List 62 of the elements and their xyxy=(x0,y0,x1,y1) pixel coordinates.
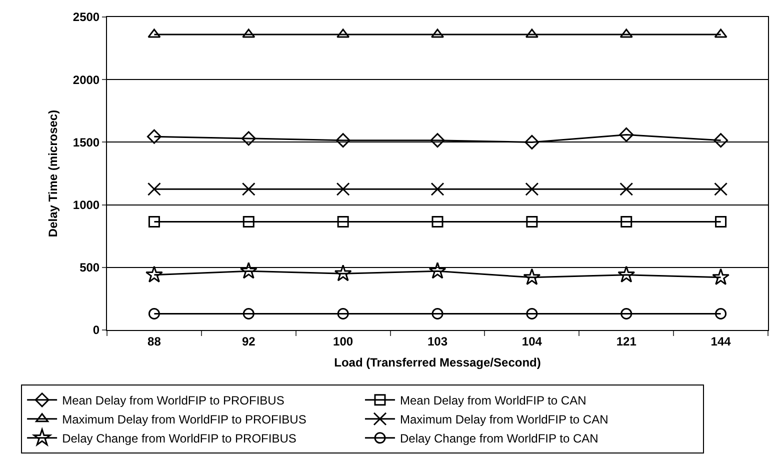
point xyxy=(620,28,633,38)
y-tick-label: 0 xyxy=(92,323,100,338)
point xyxy=(714,28,728,38)
point xyxy=(618,266,636,282)
y-tick-label: 500 xyxy=(80,260,100,275)
x-tick-label: 144 xyxy=(710,334,732,348)
point xyxy=(147,182,161,196)
point xyxy=(148,216,160,228)
legend-label: Maximum Delay from WorldFIP to CAN xyxy=(400,412,608,427)
legend-label: Mean Delay from WorldFIP to PROFIBUS xyxy=(62,394,284,408)
y-axis-title: Delay Time (microsec) xyxy=(46,110,60,238)
point xyxy=(715,308,727,320)
point xyxy=(240,262,258,279)
y-tick-label: 1500 xyxy=(72,135,100,150)
point xyxy=(242,28,256,38)
point xyxy=(242,216,254,228)
point xyxy=(526,308,538,320)
point xyxy=(430,133,445,148)
point xyxy=(620,182,634,196)
x-tick-label: 92 xyxy=(242,334,256,348)
point xyxy=(148,28,161,38)
point xyxy=(525,182,539,196)
point xyxy=(148,308,160,320)
point xyxy=(714,133,728,148)
point xyxy=(432,308,444,320)
legend-label: Delay Change from WorldFIP to PROFIBUS xyxy=(62,432,296,446)
point xyxy=(337,216,349,228)
x-tick-label: 100 xyxy=(333,334,354,348)
point xyxy=(524,134,540,150)
legend-label: Delay Change from WorldFIP to CAN xyxy=(400,432,598,446)
point xyxy=(523,268,541,285)
point xyxy=(619,127,634,142)
x-tick-label: 103 xyxy=(427,334,448,348)
point xyxy=(337,308,349,320)
point xyxy=(241,131,256,146)
point xyxy=(432,216,444,228)
point xyxy=(146,129,162,144)
point xyxy=(242,182,256,196)
point xyxy=(336,28,350,38)
point xyxy=(715,216,727,228)
legend-label: Mean Delay from WorldFIP to CAN xyxy=(400,394,586,408)
y-tick-label: 1000 xyxy=(72,198,100,212)
x-tick-label: 121 xyxy=(616,334,637,348)
point xyxy=(336,182,350,196)
legend-label: Maximum Delay from WorldFIP to PROFIBUS xyxy=(62,412,306,427)
point xyxy=(712,268,730,285)
point xyxy=(145,266,163,282)
x-tick-label: 88 xyxy=(148,334,162,348)
point xyxy=(430,182,444,196)
point xyxy=(428,262,446,279)
y-tick-label: 2500 xyxy=(72,10,100,24)
point xyxy=(242,308,254,320)
y-tick-label: 2000 xyxy=(72,72,100,87)
point xyxy=(526,216,538,228)
point xyxy=(334,264,352,282)
x-axis-title: Load (Transferred Message/Second) xyxy=(334,355,541,370)
point xyxy=(525,28,538,38)
point xyxy=(714,182,728,196)
point xyxy=(336,133,350,148)
point xyxy=(620,216,632,228)
x-tick-label: 104 xyxy=(522,334,542,348)
point xyxy=(620,308,632,320)
